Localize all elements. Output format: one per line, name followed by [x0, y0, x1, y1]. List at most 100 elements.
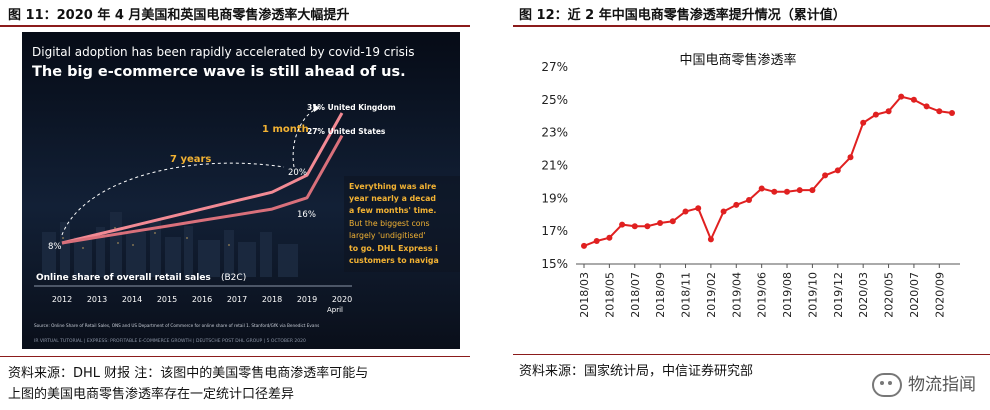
callout-line: a few months' time.	[349, 206, 436, 215]
slide-bottom-strip: IR VIRTUAL TUTORIAL | EXPRESS: PROFITABL…	[34, 338, 306, 344]
label-1-month: 1 month	[262, 124, 309, 135]
chart-series	[581, 93, 955, 249]
x-tick-label: 2018/09	[654, 272, 667, 318]
left-source-line-1: 资料来源：DHL 财报 注：该图中的美国零售电商渗透率可能与	[8, 366, 369, 381]
x-tick-label: 2013	[87, 295, 107, 304]
data-point	[796, 187, 803, 194]
axis-title-b: (B2C)	[221, 273, 246, 283]
callout-line: largely 'undigitised'	[349, 231, 425, 240]
y-tick-label: 17%	[541, 224, 568, 238]
label-us: 27% United States	[307, 127, 386, 136]
series-line-united-states	[61, 134, 344, 245]
data-point	[606, 234, 613, 241]
data-point	[885, 108, 892, 115]
label-7-years: 7 years	[170, 154, 211, 165]
x-tick-label: 2019/12	[832, 272, 845, 318]
left-figure-caption: 图 11：2020 年 4 月美国和英国电商零售渗透率大幅提升	[8, 8, 350, 23]
data-point	[657, 220, 664, 226]
x-tick-label: 2020/09	[933, 272, 946, 318]
x-tick-label: 2017	[227, 295, 247, 304]
data-point	[809, 187, 816, 194]
y-tick-label: 25%	[541, 93, 568, 107]
y-tick-label: 27%	[541, 60, 568, 74]
x-tick-label: 2020/03	[857, 272, 870, 318]
x-tick-label: 2019/02	[705, 272, 718, 318]
callout-line: But the biggest cons	[349, 219, 430, 228]
x-tick-label: 2014	[122, 295, 142, 304]
x-tick-label: 2019/06	[756, 272, 769, 318]
watermark: 物流指闻	[872, 370, 976, 397]
y-tick-label: 21%	[541, 159, 568, 173]
data-point	[695, 205, 702, 212]
x-tick-label: 2016	[192, 295, 212, 304]
x-tick-label: 2020/07	[908, 272, 921, 318]
data-point	[669, 218, 676, 225]
data-point	[720, 208, 727, 215]
data-point	[733, 201, 740, 208]
x-tick-label: 2018/05	[603, 272, 616, 318]
series-line-united-kingdom	[61, 112, 344, 245]
right-caption-rule	[513, 25, 990, 27]
data-point	[682, 208, 689, 215]
city-skyline	[42, 212, 298, 277]
left-source-rule	[0, 356, 470, 357]
x-tick-label: 2018/11	[680, 272, 693, 318]
7-years-arrow	[61, 162, 285, 236]
data-point	[822, 172, 829, 179]
data-point	[707, 236, 714, 243]
data-point	[847, 154, 854, 161]
data-point	[593, 238, 600, 244]
skyline-lights	[62, 227, 230, 249]
1-month-arrow	[292, 107, 319, 168]
data-point	[758, 185, 765, 192]
callout-box	[344, 176, 460, 272]
x-tick-label: 2018/03	[578, 272, 591, 318]
data-point	[872, 111, 879, 118]
x-tick-label: 2019/10	[806, 272, 819, 318]
label-20-pct: 20%	[288, 168, 307, 178]
data-point	[619, 221, 626, 228]
april-label: April	[327, 306, 343, 314]
data-point	[860, 119, 867, 126]
x-tick-label: 2019	[297, 295, 317, 304]
right-figure-caption: 图 12：近 2 年中国电商零售渗透率提升情况（累计值）	[519, 8, 846, 23]
callout-line: year nearly a decad	[349, 194, 436, 203]
left-source-line-2: 上图的美国电商零售渗透率存在一定统计口径差异	[8, 387, 295, 402]
data-point	[936, 108, 943, 115]
right-source: 资料来源：国家统计局，中信证券研究部	[519, 364, 754, 379]
data-point	[631, 223, 638, 230]
x-tick-label: 2018	[262, 295, 282, 304]
x-tick-label: 2020	[332, 295, 352, 304]
slide-headline-2: The big e-commerce wave is still ahead o…	[32, 64, 406, 80]
data-point	[771, 188, 778, 195]
dhl-line-chart	[61, 112, 344, 245]
callout-text: Everything was alre year nearly a decad …	[349, 182, 439, 265]
x-tick-label: 2018/07	[629, 272, 642, 318]
series-line	[583, 95, 953, 247]
callout-line: to go. DHL Express i	[349, 244, 438, 253]
left-caption-rule	[0, 25, 470, 27]
data-point	[910, 96, 917, 103]
x-tick-label: 2012	[52, 295, 72, 304]
1-month-arrowhead	[313, 104, 320, 112]
x-tick-label: 2015	[157, 295, 177, 304]
y-tick-label: 19%	[541, 191, 568, 205]
y-tick-label: 15%	[541, 257, 568, 271]
slide-footnote: Source: Online Share of Retail Sales, ON…	[34, 323, 319, 328]
chart-axes: 15% 17% 19% 21% 23% 25% 27% 2018/03 2018/05 2018/…	[541, 60, 960, 318]
callout-line: customers to naviga	[349, 256, 439, 265]
label-16-pct: 16%	[297, 210, 316, 220]
data-point	[898, 93, 905, 100]
data-point	[581, 242, 587, 249]
dhl-slide-svg: Digital adoption has been rapidly accele…	[22, 32, 460, 349]
label-uk: 31% United Kingdom	[307, 103, 396, 112]
x-tick-label: 2020/05	[883, 272, 896, 318]
data-point	[644, 223, 651, 230]
data-point	[834, 167, 841, 174]
x-tick-label: 2019/08	[781, 272, 794, 318]
data-point	[784, 188, 790, 195]
wechat-icon	[872, 373, 902, 397]
data-point	[746, 197, 752, 203]
x-tick-label: 2019/04	[730, 272, 743, 318]
chart-title: 中国电商零售渗透率	[679, 52, 796, 68]
